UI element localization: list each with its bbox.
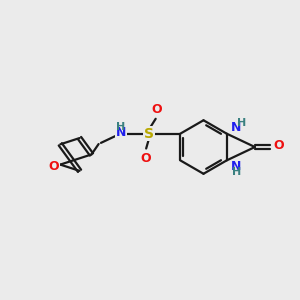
Text: N: N — [231, 160, 242, 173]
Text: O: O — [48, 160, 59, 172]
Text: N: N — [116, 126, 126, 139]
Text: N: N — [231, 121, 242, 134]
Text: H: H — [237, 118, 246, 128]
Text: O: O — [273, 139, 284, 152]
Text: S: S — [144, 127, 154, 141]
Text: O: O — [140, 152, 151, 164]
Text: H: H — [232, 167, 241, 177]
Text: H: H — [116, 122, 125, 132]
Text: O: O — [151, 103, 162, 116]
